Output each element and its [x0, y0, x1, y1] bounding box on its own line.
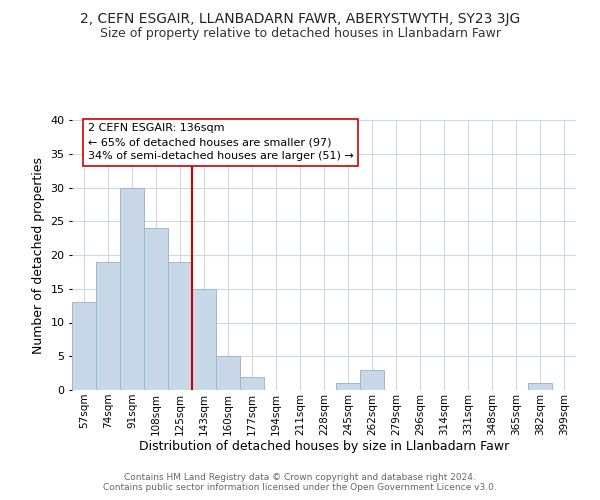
Bar [528, 383, 552, 390]
Text: 2, CEFN ESGAIR, LLANBADARN FAWR, ABERYSTWYTH, SY23 3JG: 2, CEFN ESGAIR, LLANBADARN FAWR, ABERYST… [80, 12, 520, 26]
Text: Contains HM Land Registry data © Crown copyright and database right 2024.
Contai: Contains HM Land Registry data © Crown c… [103, 473, 497, 492]
Text: 2 CEFN ESGAIR: 136sqm
← 65% of detached houses are smaller (97)
34% of semi-deta: 2 CEFN ESGAIR: 136sqm ← 65% of detached … [88, 124, 353, 162]
Bar [168, 262, 192, 390]
Bar [120, 188, 144, 390]
Bar [72, 302, 96, 390]
Bar [192, 289, 216, 390]
Bar [144, 228, 168, 390]
Bar [96, 262, 120, 390]
Text: Size of property relative to detached houses in Llanbadarn Fawr: Size of property relative to detached ho… [100, 28, 500, 40]
Y-axis label: Number of detached properties: Number of detached properties [32, 156, 44, 354]
Bar [216, 356, 240, 390]
Bar [240, 376, 264, 390]
Bar [336, 383, 360, 390]
X-axis label: Distribution of detached houses by size in Llanbadarn Fawr: Distribution of detached houses by size … [139, 440, 509, 454]
Bar [360, 370, 384, 390]
